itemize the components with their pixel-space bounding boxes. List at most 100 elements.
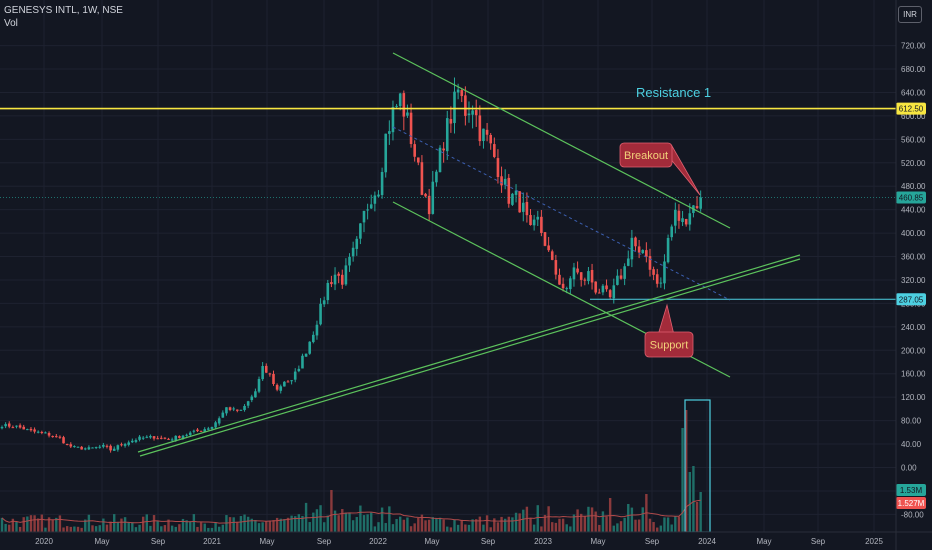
time-tick-label: Sep xyxy=(317,537,332,546)
support-callout: Support xyxy=(644,303,694,358)
volume-bar xyxy=(449,527,453,532)
volume-bar xyxy=(637,519,641,532)
volume-bar xyxy=(460,519,463,532)
volume-bar xyxy=(326,515,329,532)
candle xyxy=(196,428,199,433)
volume-bar xyxy=(102,518,105,532)
candle-body xyxy=(243,405,246,411)
volume-bar xyxy=(388,506,391,532)
candle-body xyxy=(398,93,402,107)
candle xyxy=(420,155,424,196)
volume-bar xyxy=(601,511,605,532)
candle-body xyxy=(239,409,243,411)
candle xyxy=(199,430,203,432)
volume-bar xyxy=(409,526,413,532)
candle xyxy=(40,430,44,435)
candle xyxy=(409,103,413,148)
candle-body xyxy=(167,438,170,440)
volume-bar xyxy=(196,526,199,532)
candle xyxy=(178,435,181,439)
candle xyxy=(579,271,583,287)
volume-bar xyxy=(279,518,282,532)
candle xyxy=(322,296,326,308)
candle-body xyxy=(181,435,185,439)
candle-body xyxy=(384,133,388,173)
candle-body xyxy=(293,371,297,380)
candle-body xyxy=(272,373,275,385)
volume-bar xyxy=(699,492,702,532)
candle xyxy=(80,445,83,450)
volume-badge-bg xyxy=(896,484,926,496)
support-callout-label: Support xyxy=(650,340,689,352)
volume-bar xyxy=(431,517,434,532)
candle xyxy=(608,288,612,299)
volume-bar xyxy=(73,526,76,532)
candle xyxy=(123,442,127,448)
volume-bar xyxy=(120,518,123,532)
candle xyxy=(236,409,239,413)
candle xyxy=(217,416,221,426)
candle-body xyxy=(315,324,319,336)
volume-bar xyxy=(663,517,666,532)
candle xyxy=(185,433,188,437)
currency-button[interactable]: INR xyxy=(898,6,922,23)
candle xyxy=(290,380,293,385)
candle-body xyxy=(91,447,94,449)
volume-bar xyxy=(558,518,561,532)
candle xyxy=(641,249,645,254)
volume-bar xyxy=(145,514,148,532)
candle xyxy=(58,435,62,439)
time-tick-label: May xyxy=(590,537,605,546)
candle xyxy=(15,425,18,429)
candle xyxy=(47,431,51,438)
candle xyxy=(91,447,94,449)
candle xyxy=(36,430,40,434)
volume-bar xyxy=(384,523,387,532)
candle-body xyxy=(550,251,554,260)
volume-ma-line xyxy=(1,499,701,524)
candle xyxy=(228,406,232,412)
volume-bar xyxy=(688,472,691,532)
candle-body xyxy=(163,437,167,439)
candle xyxy=(489,132,492,150)
volume-bar xyxy=(301,516,304,532)
volume-bar xyxy=(268,521,272,532)
candle xyxy=(594,281,597,295)
candle xyxy=(73,445,76,448)
volume-bar xyxy=(333,510,337,532)
volume-bar xyxy=(283,519,286,532)
volume-bar xyxy=(554,522,558,532)
candle xyxy=(529,209,532,226)
candle-body xyxy=(109,445,112,451)
candle xyxy=(225,407,228,416)
volume-bar xyxy=(26,516,29,532)
candle-body xyxy=(4,424,7,427)
symbol-title[interactable]: GENESYS INTL, 1W, NSE xyxy=(4,5,123,16)
price-tick-label: 640.00 xyxy=(901,88,926,97)
candle xyxy=(286,379,290,383)
candle-body xyxy=(156,438,159,440)
candle xyxy=(131,438,134,443)
candle-body xyxy=(131,440,134,443)
candle-body xyxy=(442,148,445,151)
volume-bar xyxy=(8,524,11,532)
candle xyxy=(377,190,380,198)
candle-body xyxy=(670,226,673,238)
price-tick-label: 480.00 xyxy=(901,182,926,191)
volume-bar xyxy=(377,522,380,532)
candle-body xyxy=(645,250,648,257)
volume-bar xyxy=(337,515,340,532)
volume-bar xyxy=(11,518,15,532)
candle xyxy=(297,365,301,373)
candle-body xyxy=(456,89,460,93)
volume-bar xyxy=(55,517,58,532)
volume-bar xyxy=(659,525,663,532)
candle xyxy=(467,101,471,123)
candle xyxy=(283,381,286,387)
candle xyxy=(464,86,467,126)
candle-body xyxy=(141,437,145,439)
candle xyxy=(359,223,362,245)
volume-bar xyxy=(442,519,445,532)
volume-bar xyxy=(402,519,406,532)
